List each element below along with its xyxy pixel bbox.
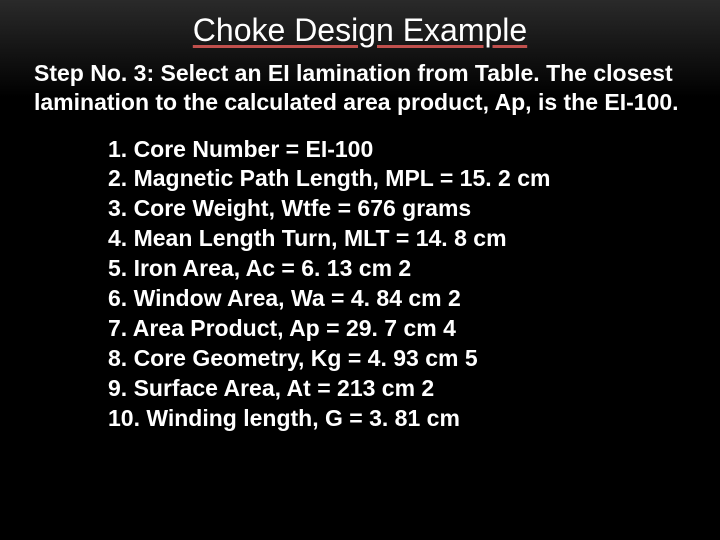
list-item: 9. Surface Area, At = 213 cm 2	[108, 374, 588, 404]
list-item: 4. Mean Length Turn, MLT = 14. 8 cm	[108, 224, 588, 254]
slide-title: Choke Design Example	[30, 12, 690, 49]
list-item: 6. Window Area, Wa = 4. 84 cm 2	[108, 284, 588, 314]
slide: Choke Design Example Step No. 3: Select …	[0, 0, 720, 540]
parameter-list: 1. Core Number = EI-100 2. Magnetic Path…	[30, 135, 690, 434]
list-item: 10. Winding length, G = 3. 81 cm	[108, 404, 588, 434]
list-item: 3. Core Weight, Wtfe = 676 grams	[108, 194, 588, 224]
list-item: 1. Core Number = EI-100	[108, 135, 588, 165]
list-item: 5. Iron Area, Ac = 6. 13 cm 2	[108, 254, 588, 284]
step-description: Step No. 3: Select an EI lamination from…	[30, 59, 690, 117]
list-item: 7. Area Product, Ap = 29. 7 cm 4	[108, 314, 588, 344]
list-item: 2. Magnetic Path Length, MPL = 15. 2 cm	[108, 164, 588, 194]
list-item: 8. Core Geometry, Kg = 4. 93 cm 5	[108, 344, 588, 374]
